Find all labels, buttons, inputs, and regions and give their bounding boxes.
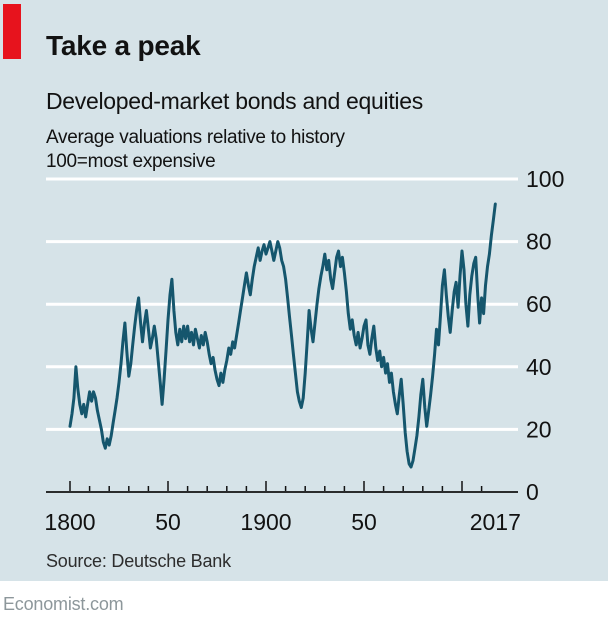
y-axis-label: 0 [526, 479, 539, 505]
x-axis-label: 1900 [240, 509, 291, 535]
note-line-2: 100=most expensive [46, 151, 216, 172]
gridlines [46, 177, 518, 431]
y-axis-label: 100 [526, 166, 564, 192]
note-line-1: Average valuations relative to history [46, 127, 345, 148]
x-axis-ticks [69, 481, 483, 491]
y-axis-label: 40 [526, 354, 552, 380]
chart-canvas: 0 20 40 60 80 100 1800 50 1900 50 2017 [44, 166, 564, 535]
economist-red-tab-icon [3, 4, 21, 59]
x-axis-label: 1800 [44, 509, 95, 535]
valuation-line [68, 202, 497, 469]
footer-brand: Economist.com [3, 594, 124, 614]
x-axis-label: 2017 [470, 509, 521, 535]
y-axis-label: 20 [526, 416, 552, 442]
x-axis-label: 50 [155, 509, 181, 535]
chart-panel-background [0, 0, 608, 581]
y-axis-labels: 0 20 40 60 80 100 [526, 166, 564, 505]
y-axis-label: 60 [526, 291, 552, 317]
chart-subtitle: Developed-market bonds and equities [46, 88, 423, 114]
x-axis-labels: 1800 50 1900 50 2017 [44, 509, 520, 535]
chart-notes: Average valuations relative to history 1… [46, 126, 345, 174]
y-axis-label: 80 [526, 229, 552, 255]
page-title: Take a peak [46, 30, 201, 61]
x-axis-label: 50 [351, 509, 377, 535]
source-note: Source: Deutsche Bank [46, 551, 231, 571]
